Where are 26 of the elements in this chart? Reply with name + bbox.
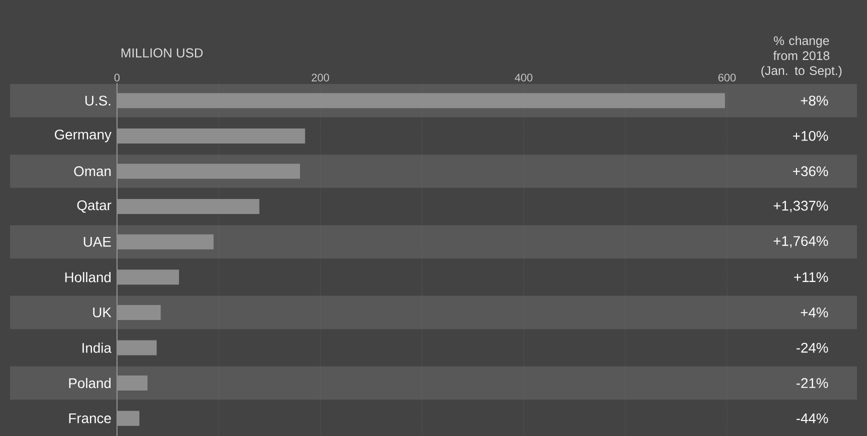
y-tick-label: Holland: [65, 272, 111, 282]
text: +8%: [800, 95, 828, 106]
y-tick-label: India: [82, 342, 112, 353]
text: +1,764%: [774, 236, 828, 248]
text: +1,337%: [774, 200, 828, 212]
y-tick-label: Qatar: [77, 200, 112, 212]
x-tick-label: 0: [114, 73, 120, 82]
text: -24%: [796, 342, 828, 352]
text: -21%: [796, 378, 828, 388]
y-tick-label: France: [69, 413, 111, 423]
y-tick-label: U.S.: [85, 95, 110, 106]
y-tick-label: UK: [93, 307, 112, 318]
y-tick-label: Oman: [74, 166, 111, 176]
text: +11%: [794, 272, 828, 282]
y-tick-label: UAE: [84, 236, 111, 246]
text: +10%: [793, 130, 828, 141]
x-tick-label: 200: [312, 73, 330, 82]
y-tick-label: Germany: [54, 129, 112, 142]
y-tick-label: Poland: [69, 378, 111, 388]
x-axis-title: MILLION USD: [122, 48, 203, 58]
text: % change from 2018 (Jan. to Sept.): [761, 36, 842, 78]
x-tick-label: 400: [514, 73, 532, 82]
text: +36%: [793, 166, 828, 176]
x-tick-label: 600: [718, 73, 736, 82]
text: +4%: [800, 307, 828, 318]
text: -44%: [796, 413, 828, 423]
